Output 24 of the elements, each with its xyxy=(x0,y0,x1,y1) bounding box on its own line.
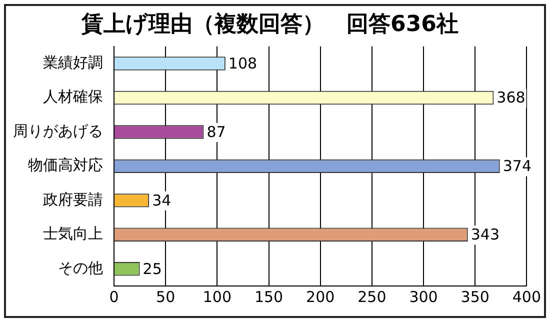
data-label: 368 xyxy=(496,88,526,107)
y-tick-label: 業績好調 xyxy=(43,53,103,72)
x-tick-label: 100 xyxy=(202,288,232,306)
y-tick-label: 人材確保 xyxy=(43,88,103,106)
data-label: 343 xyxy=(470,226,500,244)
y-tick-label: 政府要請 xyxy=(43,190,103,208)
x-tick-label: 150 xyxy=(254,288,284,306)
x-tick-label: 350 xyxy=(460,288,490,306)
x-tick-label: 250 xyxy=(358,288,386,306)
x-tick-label: 300 xyxy=(409,288,438,306)
chart-title: 賃上げ理由（複数回答） 回答636社 xyxy=(80,12,458,37)
y-tick-label: 周りがあげる xyxy=(13,122,103,140)
data-label: 108 xyxy=(228,54,258,72)
y-tick-label: 物価高対応 xyxy=(28,156,103,174)
x-tick-label: 50 xyxy=(156,288,176,306)
data-label: 34 xyxy=(152,191,172,210)
x-tick-label: 200 xyxy=(306,288,335,306)
x-tick-label: 0 xyxy=(109,288,119,306)
data-label: 87 xyxy=(206,122,226,141)
x-tick-label: 400 xyxy=(512,288,542,306)
data-label: 374 xyxy=(502,157,532,176)
y-tick-label: その他 xyxy=(58,258,103,277)
y-tick-label: 士気向上 xyxy=(43,224,103,243)
data-label: 25 xyxy=(142,260,162,278)
